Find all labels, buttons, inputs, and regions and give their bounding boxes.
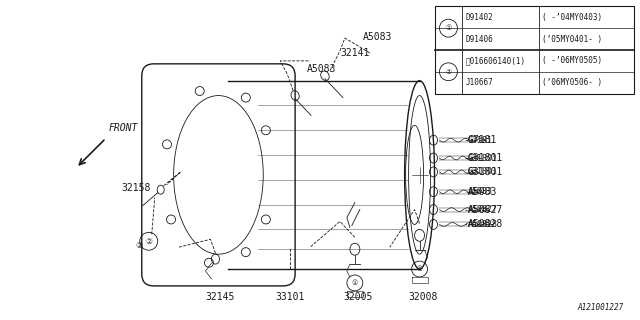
Text: D91406: D91406 [465, 35, 493, 44]
Text: ①: ① [445, 25, 452, 31]
Text: A5083: A5083 [467, 187, 497, 197]
Text: A5083: A5083 [467, 187, 492, 196]
Text: G31801: G31801 [467, 167, 497, 176]
Text: ①: ① [352, 280, 358, 286]
Text: (’05MY0401- ): (’05MY0401- ) [542, 35, 602, 44]
Text: G7181: G7181 [467, 136, 492, 145]
Text: (’06MY0506- ): (’06MY0506- ) [542, 78, 602, 87]
Text: Ⓑ016606140(1): Ⓑ016606140(1) [465, 56, 525, 65]
Text: 32158: 32158 [121, 183, 150, 193]
Text: A50828: A50828 [467, 220, 497, 229]
Text: D91402: D91402 [465, 13, 493, 22]
Text: ( -’06MY0505): ( -’06MY0505) [542, 56, 602, 65]
Text: ②: ② [445, 69, 452, 75]
Text: A50827: A50827 [467, 205, 497, 214]
Text: 32145: 32145 [205, 292, 235, 302]
Text: 32141: 32141 [340, 48, 369, 58]
Text: A50828: A50828 [467, 220, 502, 229]
Text: A5083: A5083 [307, 64, 337, 74]
Text: G31801: G31801 [467, 154, 497, 163]
Text: 32008: 32008 [408, 292, 437, 302]
Text: A50827: A50827 [467, 204, 502, 215]
Text: ②: ② [135, 241, 143, 250]
Text: ( -’04MY0403): ( -’04MY0403) [542, 13, 602, 22]
Text: ①: ① [417, 266, 422, 272]
Text: 32005: 32005 [343, 292, 372, 302]
Text: G31801: G31801 [467, 153, 502, 163]
Text: A121001227: A121001227 [577, 303, 623, 312]
Text: J10667: J10667 [465, 78, 493, 87]
Text: ②: ② [145, 237, 152, 246]
Text: FRONT: FRONT [109, 123, 138, 133]
Text: 33101: 33101 [275, 292, 305, 302]
Bar [435, 6, 634, 93]
Text: G7181: G7181 [467, 135, 497, 145]
Text: A5083: A5083 [363, 32, 392, 42]
Text: G31801: G31801 [467, 167, 502, 177]
